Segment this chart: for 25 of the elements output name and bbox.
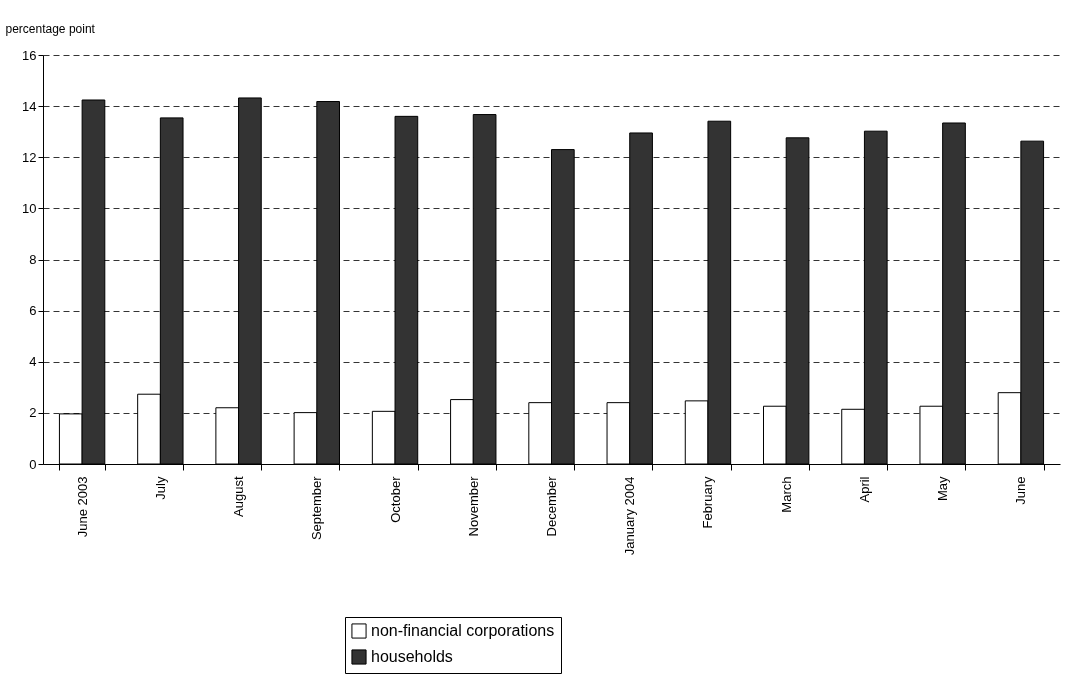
x-tick-label: June <box>1013 476 1029 505</box>
x-tick-label: June 2003 <box>74 476 90 538</box>
y-tick-label: 4 <box>29 354 37 370</box>
legend-label: households <box>371 648 453 665</box>
x-tick-label: May <box>935 476 951 502</box>
x-tick-label: November <box>465 475 481 537</box>
x-tick-label: September <box>309 475 325 541</box>
x-tick-label: October <box>387 475 403 523</box>
y-tick-label: 8 <box>29 252 37 267</box>
y-tick-label: 12 <box>22 149 37 165</box>
x-tick-label: January 2004 <box>622 476 638 556</box>
x-tick-label: April <box>856 476 872 503</box>
y-tick-label: 10 <box>22 200 37 216</box>
y-tick-label: 6 <box>29 303 37 319</box>
y-tick-label: 2 <box>29 405 37 421</box>
y-tick-label: 0 <box>29 456 37 472</box>
legend-label: non-financial corporations <box>371 622 555 639</box>
x-tick-label: August <box>231 476 247 517</box>
x-tick-label: March <box>778 476 794 513</box>
y-tick-label: 14 <box>22 98 37 114</box>
x-tick-label: December <box>544 475 559 537</box>
y-tick-label: 16 <box>22 47 37 63</box>
x-tick-label: February <box>700 476 716 529</box>
x-tick-label: July <box>152 476 168 500</box>
y-axis-title: percentage point <box>5 21 96 36</box>
